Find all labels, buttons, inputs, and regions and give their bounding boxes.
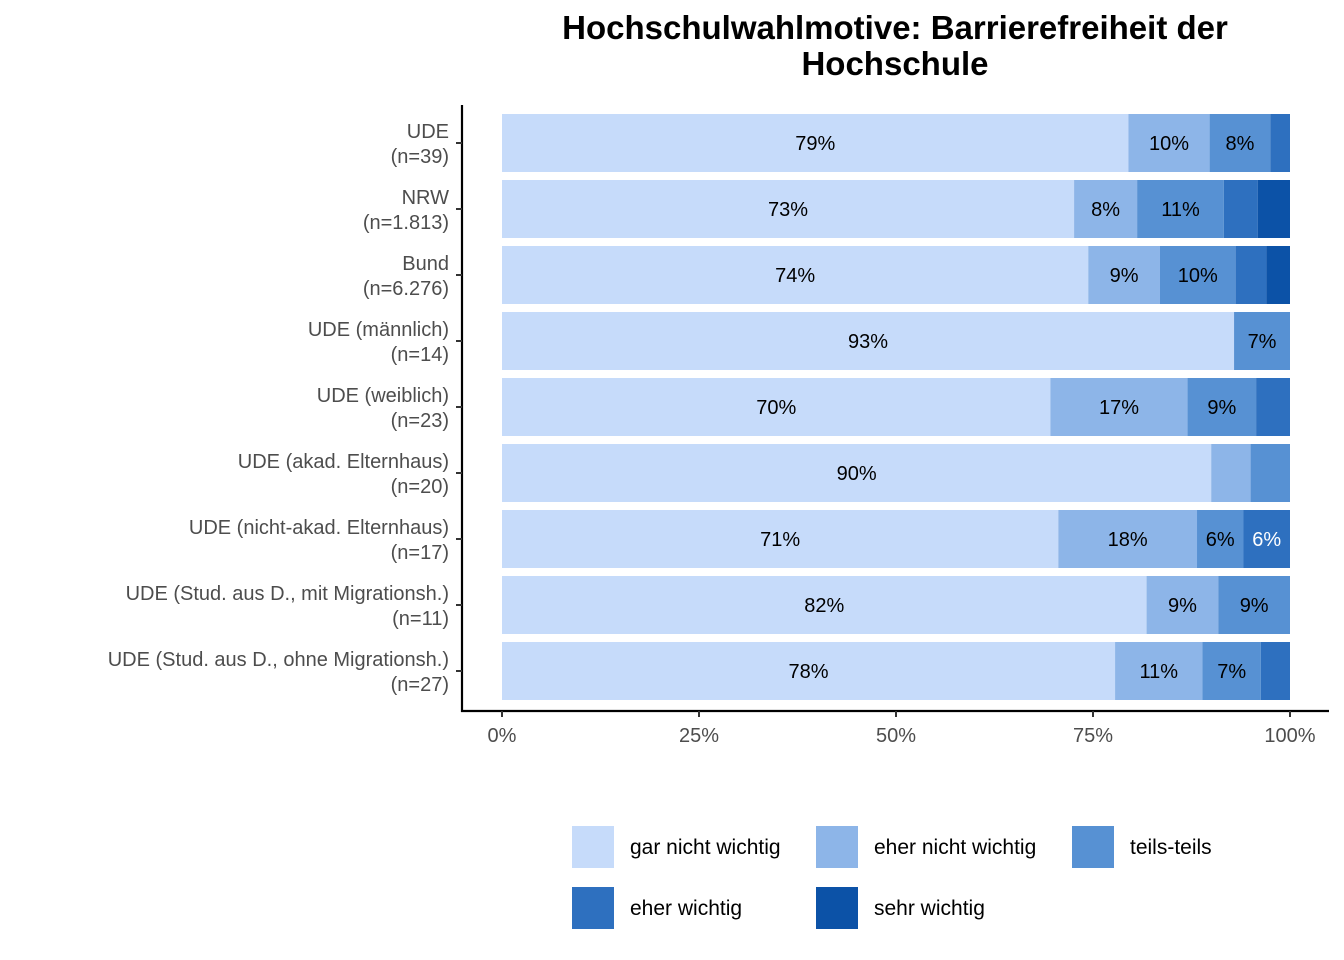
data-label-ude-nicht-akad-elternhaus-eher-wichtig: 6% bbox=[1252, 529, 1281, 551]
bar-segment-bund-eher-nicht-wichtig bbox=[1088, 246, 1160, 304]
bar-segment-nrw-eher-nicht-wichtig bbox=[1074, 180, 1138, 238]
bar-segment-ude-stud-aus-d-ohne-migrationsh-eher-wichtig bbox=[1260, 642, 1290, 700]
legend-label-sehr-wichtig: sehr wichtig bbox=[874, 897, 985, 920]
data-label-ude-nicht-akad-elternhaus-eher-nicht-wichtig: 18% bbox=[1108, 529, 1148, 551]
bar-segment-nrw-sehr-wichtig bbox=[1257, 180, 1290, 238]
bar-segment-ude-eher-nicht-wichtig bbox=[1128, 114, 1210, 172]
y-tick-label-ude-männlich: UDE (männlich) bbox=[308, 319, 449, 341]
data-label-ude-stud-aus-d-mit-migrationsh-eher-nicht-wichtig: 9% bbox=[1168, 595, 1197, 617]
x-tick-label-0: 0% bbox=[488, 725, 517, 747]
legend-label-teils-teils: teils-teils bbox=[1130, 836, 1212, 859]
data-label-ude-akad-elternhaus-gar-nicht-wichtig: 90% bbox=[837, 463, 877, 485]
bar-segment-ude-akad-elternhaus-teils-teils bbox=[1250, 444, 1290, 502]
bar-segment-ude-akad-elternhaus-eher-nicht-wichtig bbox=[1211, 444, 1251, 502]
bar-segment-bund-eher-wichtig bbox=[1235, 246, 1267, 304]
y-tick-label-ude-stud-aus-d-ohne-migrationsh: UDE (Stud. aus D., ohne Migrationsh.) bbox=[108, 649, 449, 671]
bar-segment-bund-sehr-wichtig bbox=[1266, 246, 1290, 304]
data-label-nrw-teils-teils: 11% bbox=[1161, 199, 1200, 221]
y-tick-label-bund: Bund bbox=[402, 253, 449, 275]
data-label-ude-eher-nicht-wichtig: 10% bbox=[1149, 133, 1189, 155]
legend-label-eher-wichtig: eher wichtig bbox=[630, 897, 743, 920]
bar-segment-nrw-gar-nicht-wichtig bbox=[502, 180, 1075, 238]
legend-swatch-eher-wichtig bbox=[572, 887, 614, 929]
data-label-ude-weiblich-eher-nicht-wichtig: 17% bbox=[1099, 397, 1139, 419]
x-tick-label-50: 50% bbox=[876, 725, 916, 747]
bar-segment-ude-stud-aus-d-mit-migrationsh-gar-nicht-wichtig bbox=[502, 576, 1147, 634]
data-label-ude-nicht-akad-elternhaus-gar-nicht-wichtig: 71% bbox=[760, 529, 800, 551]
y-tick-n-ude-nicht-akad-elternhaus: (n=17) bbox=[391, 542, 449, 564]
data-label-nrw-eher-nicht-wichtig: 8% bbox=[1091, 199, 1120, 221]
bar-segment-nrw-teils-teils bbox=[1137, 180, 1224, 238]
bar-segment-ude-stud-aus-d-ohne-migrationsh-eher-nicht-wichtig bbox=[1115, 642, 1203, 700]
legend-swatch-eher-nicht-wichtig bbox=[816, 826, 858, 868]
data-label-ude-nicht-akad-elternhaus-teils-teils: 6% bbox=[1206, 529, 1235, 551]
bar-segment-ude-akad-elternhaus-gar-nicht-wichtig bbox=[502, 444, 1212, 502]
y-tick-n-ude-männlich: (n=14) bbox=[391, 344, 449, 366]
chart-title-line-1: Hochschulwahlmotive: Barrierefreiheit de… bbox=[562, 9, 1228, 46]
bar-segment-ude-weiblich-gar-nicht-wichtig bbox=[502, 378, 1051, 436]
y-tick-n-ude-weiblich: (n=23) bbox=[391, 410, 449, 432]
legend-label-eher-nicht-wichtig: eher nicht wichtig bbox=[874, 836, 1037, 859]
stacked-bar-chart: 79% 10% 8% 73% 8% 11% 74% 9% 10% 93% 7% 70% 17% 9% 90%… bbox=[108, 105, 1329, 747]
legend-swatch-gar-nicht-wichtig bbox=[572, 826, 614, 868]
data-label-ude-stud-aus-d-mit-migrationsh-gar-nicht-wichtig: 82% bbox=[804, 595, 844, 617]
data-label-ude-männlich-teils-teils: 7% bbox=[1248, 331, 1277, 353]
legend-label-gar-nicht-wichtig: gar nicht wichtig bbox=[630, 836, 781, 859]
data-label-bund-gar-nicht-wichtig: 74% bbox=[775, 265, 815, 287]
bar-segment-ude-stud-aus-d-mit-migrationsh-teils-teils bbox=[1218, 576, 1290, 634]
legend-swatch-sehr-wichtig bbox=[816, 887, 858, 929]
y-tick-label-ude-weiblich: UDE (weiblich) bbox=[317, 385, 449, 407]
y-tick-n-ude: (n=39) bbox=[391, 146, 449, 168]
bar-segment-ude-teils-teils bbox=[1209, 114, 1271, 172]
bar-segment-ude-weiblich-eher-nicht-wichtig bbox=[1050, 378, 1188, 436]
data-label-ude-männlich-gar-nicht-wichtig: 93% bbox=[848, 331, 888, 353]
y-tick-label-ude-nicht-akad-elternhaus: UDE (nicht-akad. Elternhaus) bbox=[189, 517, 449, 539]
y-tick-n-ude-stud-aus-d-mit-migrationsh: (n=11) bbox=[392, 608, 449, 630]
y-tick-n-ude-stud-aus-d-ohne-migrationsh: (n=27) bbox=[391, 674, 449, 696]
x-tick-label-75: 75% bbox=[1073, 725, 1113, 747]
data-label-ude-weiblich-gar-nicht-wichtig: 70% bbox=[756, 397, 796, 419]
y-tick-label-ude: UDE bbox=[407, 121, 449, 143]
data-label-ude-stud-aus-d-ohne-migrationsh-teils-teils: 7% bbox=[1217, 661, 1246, 683]
bar-segment-ude-gar-nicht-wichtig bbox=[502, 114, 1129, 172]
data-label-ude-weiblich-teils-teils: 9% bbox=[1207, 397, 1236, 419]
chart-title: Hochschulwahlmotive: Barrierefreiheit de… bbox=[450, 10, 1340, 82]
bar-segment-ude-nicht-akad-elternhaus-teils-teils bbox=[1197, 510, 1244, 568]
data-label-ude-teils-teils: 8% bbox=[1226, 133, 1255, 155]
bar-segment-nrw-eher-wichtig bbox=[1223, 180, 1258, 238]
data-label-nrw-gar-nicht-wichtig: 73% bbox=[768, 199, 808, 221]
bar-segment-ude-nicht-akad-elternhaus-gar-nicht-wichtig bbox=[502, 510, 1059, 568]
bar-segment-ude-männlich-teils-teils bbox=[1234, 312, 1290, 370]
bar-segment-ude-eher-wichtig bbox=[1270, 114, 1290, 172]
bar-segment-bund-teils-teils bbox=[1159, 246, 1236, 304]
bar-segment-ude-nicht-akad-elternhaus-eher-nicht-wichtig bbox=[1058, 510, 1198, 568]
data-label-ude-stud-aus-d-ohne-migrationsh-eher-nicht-wichtig: 11% bbox=[1140, 661, 1179, 683]
bar-segment-ude-stud-aus-d-ohne-migrationsh-teils-teils bbox=[1202, 642, 1261, 700]
x-tick-label-100: 100% bbox=[1264, 725, 1315, 747]
data-label-bund-teils-teils: 10% bbox=[1178, 265, 1218, 287]
y-tick-label-ude-akad-elternhaus: UDE (akad. Elternhaus) bbox=[238, 451, 449, 473]
bar-segment-ude-weiblich-eher-wichtig bbox=[1256, 378, 1290, 436]
data-label-ude-stud-aus-d-ohne-migrationsh-gar-nicht-wichtig: 78% bbox=[789, 661, 829, 683]
data-label-bund-eher-nicht-wichtig: 9% bbox=[1110, 265, 1139, 287]
legend-swatch-teils-teils bbox=[1072, 826, 1114, 868]
y-tick-n-nrw: (n=1.813) bbox=[363, 212, 449, 234]
data-label-ude-stud-aus-d-mit-migrationsh-teils-teils: 9% bbox=[1240, 595, 1269, 617]
bar-segment-ude-weiblich-teils-teils bbox=[1187, 378, 1257, 436]
y-tick-label-ude-stud-aus-d-mit-migrationsh: UDE (Stud. aus D., mit Migrationsh.) bbox=[126, 583, 449, 605]
data-label-ude-gar-nicht-wichtig: 79% bbox=[795, 133, 835, 155]
y-tick-n-ude-akad-elternhaus: (n=20) bbox=[391, 476, 449, 498]
bar-segment-ude-nicht-akad-elternhaus-eher-wichtig bbox=[1243, 510, 1290, 568]
chart-title-line-2: Hochschule bbox=[801, 45, 989, 82]
bar-segment-ude-stud-aus-d-mit-migrationsh-eher-nicht-wichtig bbox=[1146, 576, 1219, 634]
y-tick-n-bund: (n=6.276) bbox=[363, 278, 449, 300]
bar-segment-bund-gar-nicht-wichtig bbox=[502, 246, 1089, 304]
bar-segment-ude-stud-aus-d-ohne-migrationsh-gar-nicht-wichtig bbox=[502, 642, 1116, 700]
bar-segment-ude-männlich-gar-nicht-wichtig bbox=[502, 312, 1235, 370]
y-tick-label-nrw: NRW bbox=[402, 187, 450, 209]
x-tick-label-25: 25% bbox=[679, 725, 719, 747]
